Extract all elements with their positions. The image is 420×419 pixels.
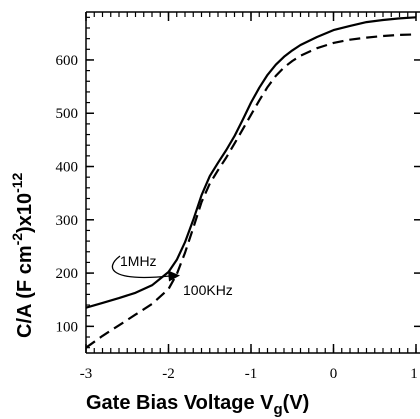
y-tick-label: 300 — [56, 213, 79, 229]
y-tick-label: 200 — [56, 266, 79, 282]
y-axis-label-prefix: C/A (F cm — [14, 245, 36, 338]
y-axis-label-middle: )x10 — [14, 193, 36, 233]
y-axis-label-superscript-1: -2 — [9, 233, 25, 246]
y-tick-label: 100 — [56, 319, 79, 335]
x-axis-label-unit: (V) — [283, 392, 310, 414]
x-tick-labels: -3 -2 -1 0 1 — [80, 366, 418, 382]
y-tick-label: 500 — [56, 106, 79, 122]
x-tick-label: 0 — [330, 366, 338, 382]
x-axis-label: Gate Bias Voltage Vg(V) — [86, 392, 309, 418]
y-axis-label: C/A (F cm-2)x10-12 — [9, 172, 36, 338]
annotation-1mhz: 1MHz — [120, 253, 157, 269]
y-tick-labels: 100 200 300 400 500 600 — [56, 53, 79, 335]
x-axis-label-main: Gate Bias Voltage V — [86, 392, 274, 414]
annotation-100khz: 100KHz — [183, 282, 233, 298]
annotation-group: 1MHz 100KHz — [111, 253, 233, 298]
x-tick-label: 1 — [410, 366, 418, 382]
y-tick-label: 600 — [56, 53, 79, 69]
x-tick-label: -2 — [162, 366, 175, 382]
series-layer — [85, 16, 417, 349]
series-line-100khz — [85, 33, 417, 349]
x-tick-label: -1 — [245, 366, 258, 382]
frequency-arrowhead — [168, 270, 180, 282]
x-axis-label-subscript: g — [273, 401, 282, 418]
minor-ticks — [85, 12, 417, 353]
y-axis-label-superscript-2: -12 — [9, 172, 25, 192]
x-tick-label: -3 — [80, 366, 93, 382]
major-ticks — [85, 12, 420, 353]
plot-frame — [85, 11, 420, 354]
frequency-arrow-curve — [111, 255, 171, 279]
y-tick-label: 400 — [56, 160, 79, 176]
